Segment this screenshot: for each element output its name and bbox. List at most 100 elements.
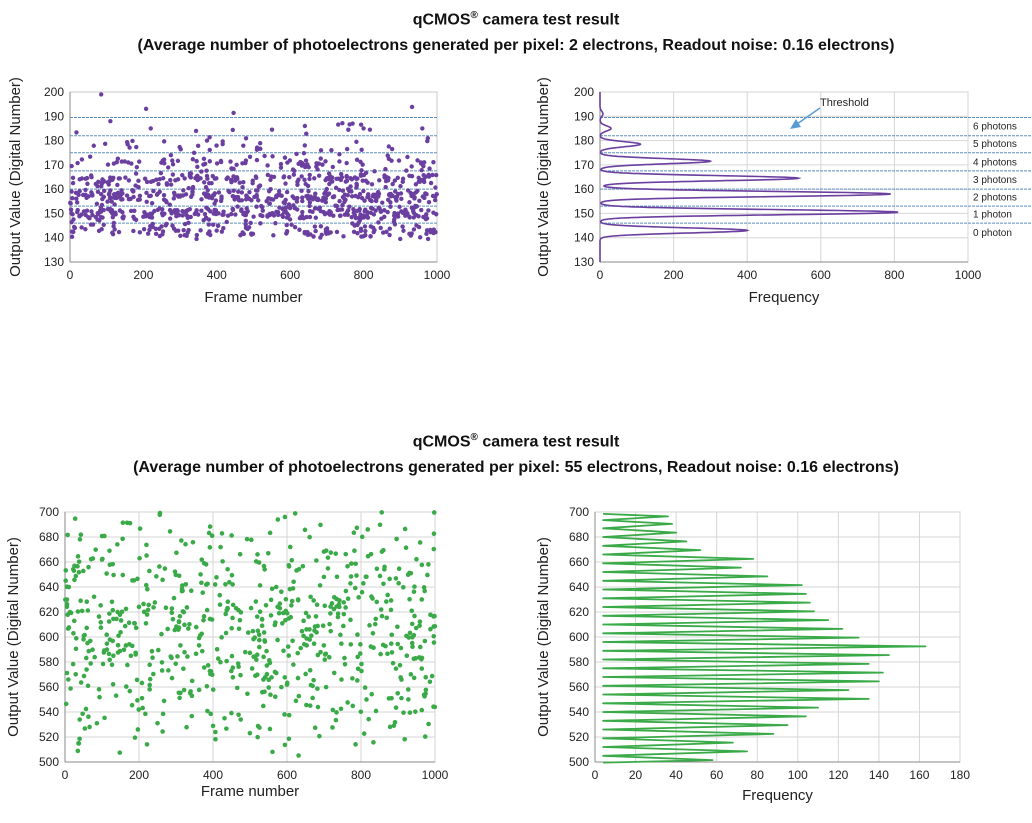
data-point [420,126,425,131]
data-point [425,236,431,242]
data-point [69,234,75,239]
data-point [147,662,153,668]
data-point [187,621,192,627]
data-point [410,634,415,640]
data-point [234,685,240,691]
data-point [317,583,323,588]
data-point [297,227,302,232]
data-point [229,668,234,674]
y-tick-label: 190 [574,109,594,123]
data-point [371,645,376,651]
data-point [207,147,212,153]
data-point [215,223,221,228]
data-point [157,206,162,211]
data-point [210,222,216,227]
data-point [69,189,74,194]
data-point [151,605,156,610]
data-point [315,652,321,658]
threshold-arrow-head [790,119,801,129]
data-point [105,162,111,167]
data-point [142,176,148,181]
data-point [146,602,151,608]
data-point [403,207,408,212]
data-point [266,677,272,683]
x-tick-label: 140 [869,768,889,782]
data-point [283,181,288,186]
data-point [428,626,433,632]
data-point [388,204,393,209]
data-point [99,202,105,208]
data-point [161,698,167,704]
data-point [115,650,121,655]
data-point [282,675,288,680]
data-point [423,687,429,693]
y-tick-label: 170 [44,158,64,172]
data-point [104,571,109,576]
data-point [289,557,295,563]
data-point [365,527,371,532]
data-point [395,175,400,180]
y-tick-label: 700 [569,505,589,519]
data-point [284,189,290,195]
data-point [363,170,369,175]
data-point [207,545,213,550]
data-point [380,230,386,235]
data-point [133,217,139,222]
data-point [97,218,102,223]
data-point [257,183,263,188]
data-point [154,192,160,197]
data-point [387,232,392,238]
data-point [339,175,345,180]
data-point [133,625,139,631]
data-point [193,128,199,134]
data-point [368,234,373,239]
data-point [326,191,332,196]
x-tick-label: 200 [129,768,149,782]
data-point [111,161,117,166]
data-point [124,193,130,198]
data-point [273,220,278,226]
data-point [265,213,270,218]
data-point [98,625,104,630]
data-point [387,191,392,197]
data-point [137,555,142,561]
data-point [303,158,309,163]
data-point [115,609,120,615]
data-point [173,210,178,215]
data-point [417,235,423,240]
data-point [341,611,347,617]
data-point [301,150,307,156]
data-point [81,209,87,214]
data-point [396,580,401,586]
data-point [394,197,399,202]
data-point [159,224,164,229]
data-point [230,127,235,133]
section-1-title-main: qCMOS [412,11,471,29]
data-point [352,548,357,554]
data-point [284,215,290,220]
data-point [398,191,404,196]
data-point [341,623,346,629]
data-point [374,599,380,605]
data-point [422,694,427,699]
section-2-title: qCMOS® camera test result [0,428,1032,452]
data-point [343,605,348,610]
data-point [394,536,399,542]
data-point [207,229,212,234]
y-tick-label: 150 [44,206,64,220]
data-point [311,641,317,646]
data-point [72,577,77,583]
data-point [353,742,358,747]
data-point [331,594,337,600]
data-point [148,179,154,185]
data-point [287,174,292,180]
data-point [193,651,199,657]
data-point [237,617,243,623]
data-point [230,207,236,213]
data-point [284,682,290,687]
x-tick-label: 0 [67,268,74,282]
data-point [83,655,89,661]
data-point [370,630,376,636]
data-point [409,104,415,110]
data-point [165,626,170,632]
